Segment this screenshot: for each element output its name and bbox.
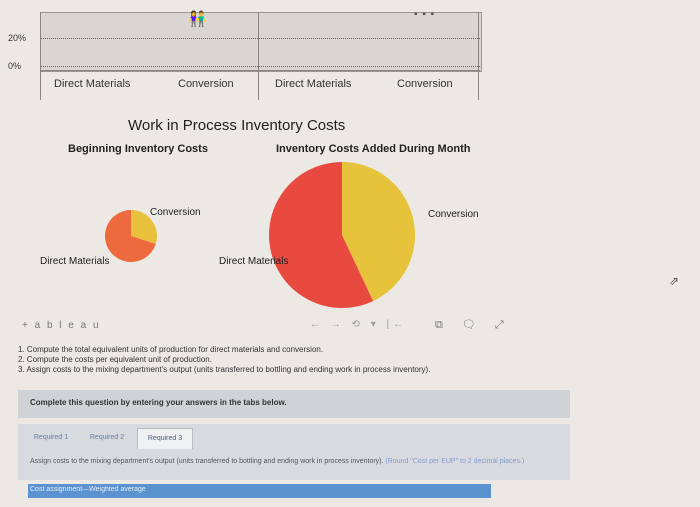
page-title: Work in Process Inventory Costs: [128, 117, 346, 134]
complete-prompt-box: [18, 390, 570, 418]
pie2-slice-conversion[interactable]: [342, 162, 415, 302]
bar-chart-panel: [40, 12, 482, 72]
tab-required-3[interactable]: Required 3: [137, 428, 193, 449]
pie1-slice-conversion[interactable]: [131, 210, 158, 245]
y-tick-0: 0%: [8, 61, 22, 71]
assign-round-note: (Round "Cost per EUP" to 2 decimal place…: [385, 458, 525, 465]
gridline-20: [40, 38, 480, 39]
instruction-2: 2. Compute the costs per equivalent unit…: [18, 355, 212, 364]
pie2-label-conversion: Conversion: [428, 209, 479, 220]
people-icon: 👫: [188, 11, 207, 28]
instruction-1: 1. Compute the total equivalent units of…: [18, 345, 324, 354]
x-category-direct-materials-2: Direct Materials: [275, 78, 352, 90]
pie1-label-direct-materials: Direct Materials: [40, 256, 110, 267]
instruction-3: 3. Assign costs to the mixing department…: [18, 365, 431, 374]
pie2-slice-direct-materials[interactable]: [268, 161, 374, 308]
tab-required-1[interactable]: Required 1: [33, 434, 69, 441]
pie1-label-conversion: Conversion: [150, 207, 201, 218]
tab-required-2[interactable]: Required 2: [89, 434, 125, 441]
instructions-list: 1. Compute the total equivalent units of…: [18, 345, 430, 375]
assign-instructions: Assign costs to the mixing department's …: [30, 457, 550, 466]
x-category-conversion-2: Conversion: [397, 78, 453, 90]
mouse-cursor-icon: ⇗: [669, 274, 680, 288]
assign-main-text: Assign costs to the mixing department's …: [30, 458, 384, 465]
tableau-logo: + a b l e a u: [22, 320, 101, 331]
gridline-0: [40, 66, 480, 67]
subtitle-costs-added: Inventory Costs Added During Month: [276, 143, 471, 155]
y-tick-20: 20%: [8, 33, 27, 43]
subtitle-beginning-inventory: Beginning Inventory Costs: [68, 143, 208, 155]
pie1-slice-direct-materials[interactable]: [104, 210, 156, 262]
chart-frame-right: [478, 12, 479, 100]
chart-frame-left: [40, 12, 41, 100]
cost-assignment-label: Cost assignment—Weighted average: [30, 486, 146, 493]
chart-divider: [258, 12, 259, 100]
tableau-nav-toolbar[interactable]: ← → ⟲ ▾ |←: [310, 319, 408, 330]
pie-beginning-inventory: [104, 210, 158, 262]
chart-baseline: [40, 70, 480, 71]
pie2-label-direct-materials: Direct Materials: [219, 256, 289, 267]
complete-prompt-text: Complete this question by entering your …: [30, 398, 287, 407]
pie-costs-added: [268, 161, 415, 308]
tabs-panel: [18, 424, 570, 480]
cost-assignment-header: [28, 484, 491, 498]
x-category-direct-materials-1: Direct Materials: [54, 78, 131, 90]
tableau-share-icons[interactable]: ⧉ 🗨 ⤢: [435, 319, 512, 331]
x-category-conversion-1: Conversion: [178, 78, 234, 90]
more-dots-icon[interactable]: ▪ ▪ ▪: [414, 9, 436, 20]
